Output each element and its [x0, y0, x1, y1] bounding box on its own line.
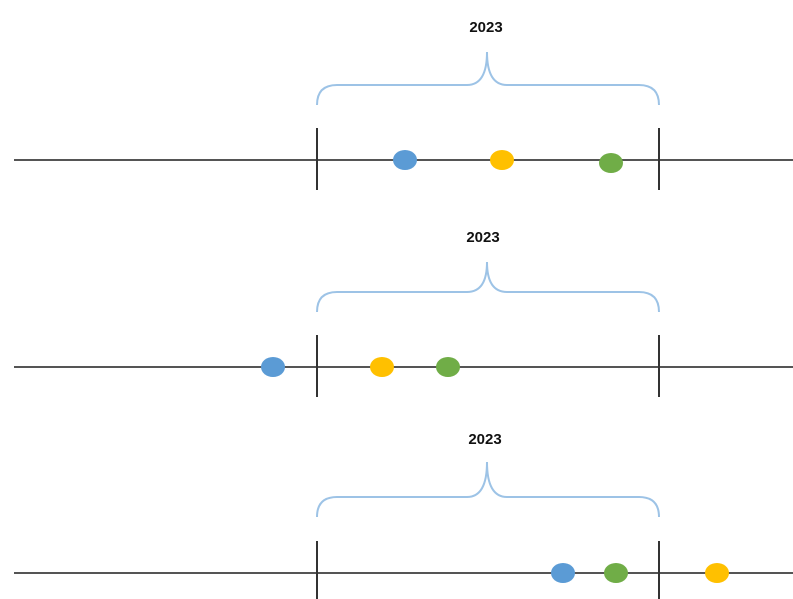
brace — [316, 51, 660, 106]
blue-dot — [551, 563, 575, 583]
green-dot — [604, 563, 628, 583]
timeline-panel: 2023 — [14, 431, 793, 599]
yellow-dot — [370, 357, 394, 377]
blue-dot — [393, 150, 417, 170]
year-label: 2023 — [469, 19, 502, 36]
brace — [316, 461, 660, 518]
blue-dot — [261, 357, 285, 377]
yellow-dot — [490, 150, 514, 170]
green-dot — [599, 153, 623, 173]
yellow-dot — [705, 563, 729, 583]
year-label: 2023 — [468, 431, 501, 448]
year-label: 2023 — [466, 229, 499, 246]
timeline-panel: 2023 — [14, 19, 793, 190]
timeline-panel: 2023 — [14, 229, 793, 397]
green-dot — [436, 357, 460, 377]
brace — [316, 261, 660, 313]
